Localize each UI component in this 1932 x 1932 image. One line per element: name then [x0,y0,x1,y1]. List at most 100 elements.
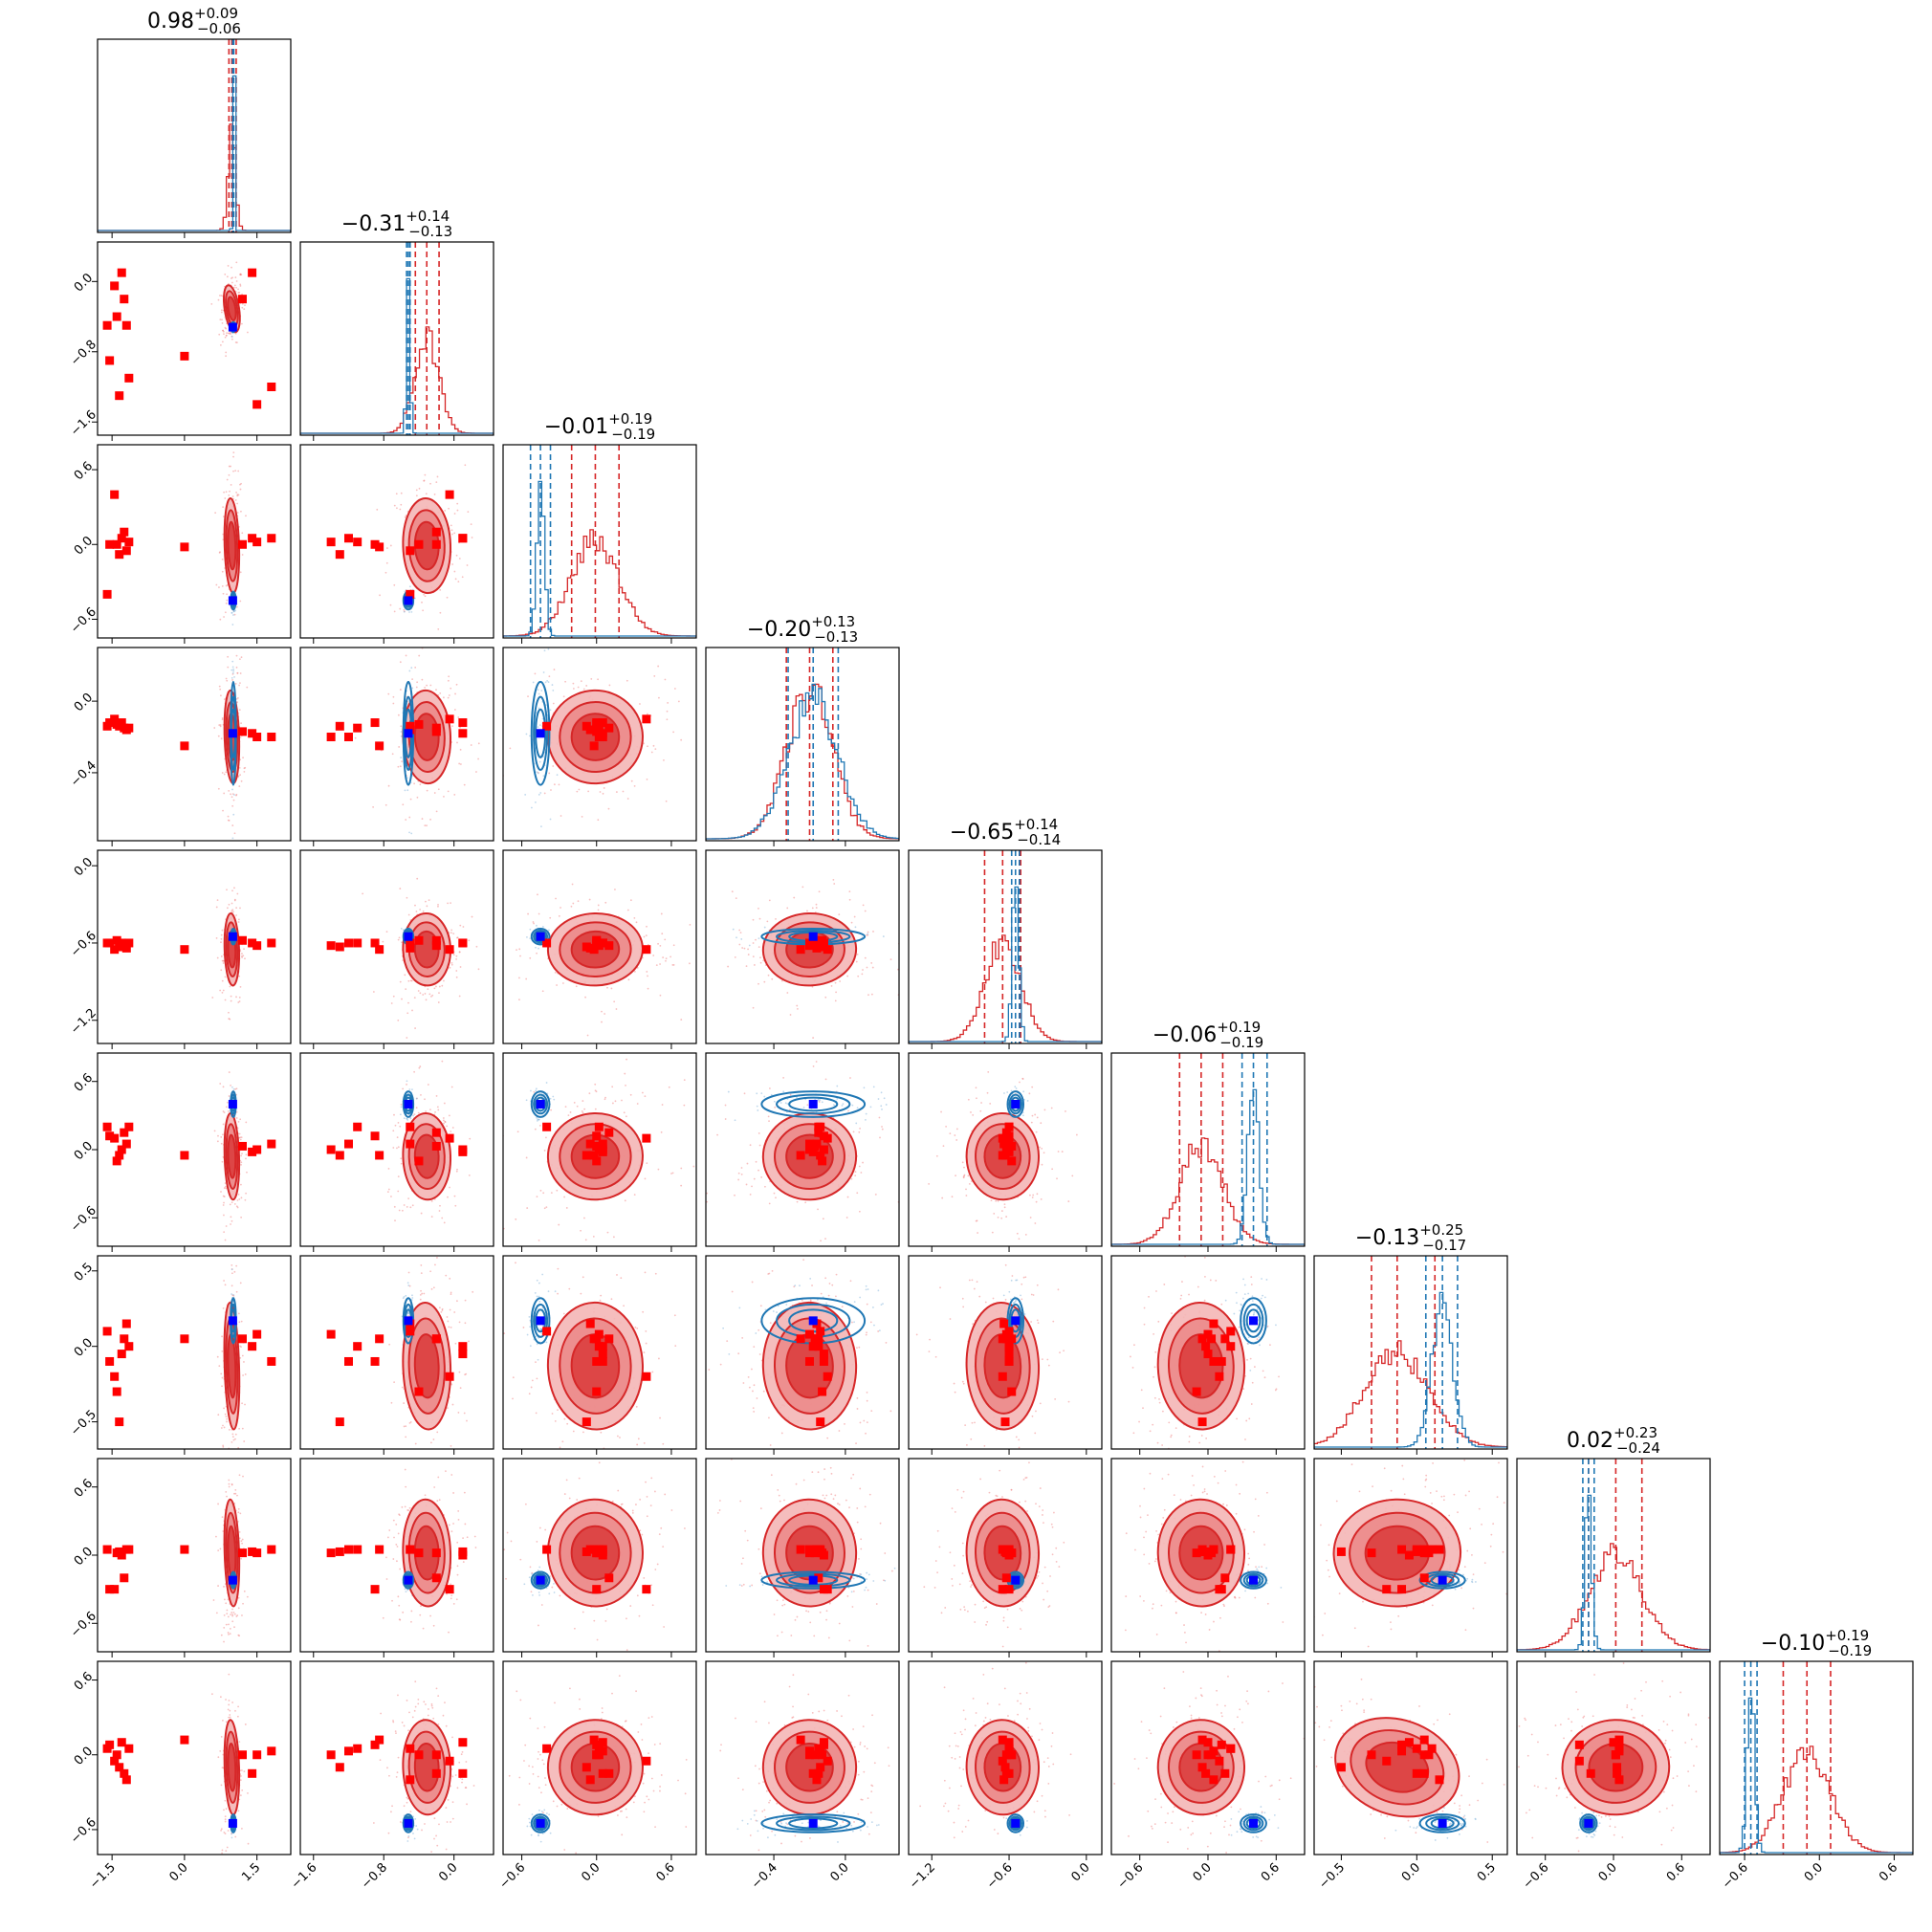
sample-point-red [245,515,247,517]
sample-point-red [453,570,456,573]
marker-square-red [353,723,362,733]
sample-point-red [818,1101,821,1103]
sample-point-red [755,1160,757,1163]
sample-point-red [407,1235,409,1237]
sample-point-red [601,1010,603,1013]
sample-point-red [239,907,241,910]
sample-point-red [224,326,227,329]
sample-point-blue [535,801,537,803]
sample-point-red [848,890,851,893]
sample-point-blue [409,1117,412,1120]
sample-point-red [975,1219,977,1222]
sample-point-red [245,1192,248,1195]
sample-point-red [240,1161,243,1164]
sample-point-red [393,504,396,507]
sample-point-red [569,1111,572,1113]
sample-point-red [219,724,222,726]
sample-point-red [442,1117,445,1119]
marker-square-red [335,1151,344,1160]
sample-point-red [697,1176,699,1178]
sample-point-red [393,1113,395,1116]
sample-point-red [239,1282,242,1284]
sample-point-red [432,1286,435,1289]
sample-point-red [231,1433,234,1436]
sample-point-red [354,736,357,739]
sample-point-red [438,1306,441,1309]
sample-point-red [615,1008,618,1010]
sample-point-blue [841,1104,844,1107]
sample-point-red [226,1247,228,1249]
sample-point-red [571,883,574,886]
sample-point-red [397,938,400,941]
sample-point-red [477,757,479,760]
sample-point-red [459,763,462,765]
truth-marker [228,322,237,332]
contour-red-level-2 [227,520,237,571]
contour-blue-level-2 [1010,1096,1021,1112]
sample-point-red [234,276,237,278]
panel-frame [908,849,1103,1044]
sample-point-red [230,1216,232,1218]
sample-point-red [659,963,661,965]
panel-3-3: −0.20+0.13 −0.13 [705,613,900,846]
sample-point-red [600,1294,603,1297]
sample-point-blue [535,1089,538,1092]
sample-point-red [219,618,222,621]
marker-square-red [120,1128,129,1137]
marker-square-red [431,1128,441,1137]
sample-point-red [955,1128,958,1131]
sample-point-red [399,607,402,610]
sample-point-blue [542,775,545,778]
sample-point-red [614,1100,617,1103]
marker-square-red [124,1342,134,1351]
panel-content [706,1061,899,1242]
marker-square-red [353,1342,362,1351]
sample-point-red [222,1444,225,1447]
y-tick-label-1-0: −1.6 [68,407,99,439]
sample-point-red [715,1210,717,1212]
sample-point-red [242,1374,245,1376]
contour-blue-level-2 [535,708,547,758]
sample-point-red [387,692,390,695]
panel-content [102,451,276,638]
contour-blue-level-1 [533,930,549,944]
sample-point-red [392,1147,395,1149]
sample-point-red [402,1087,405,1090]
marker-square-red [120,1334,129,1344]
sample-point-red [454,1204,457,1207]
sample-point-red [228,473,231,476]
sample-point-red [815,1061,818,1063]
sample-point-red [219,694,222,697]
sample-point-red [411,678,414,680]
sample-point-red [238,996,241,999]
sample-point-red [221,1350,224,1352]
sample-point-red [228,494,231,496]
sample-point-red [727,965,730,968]
sample-point-red [237,1473,239,1475]
sample-point-red [468,1174,471,1176]
sample-point-red [459,726,461,729]
sample-point-red [413,1070,416,1073]
sample-point-red [231,902,233,905]
sample-point-red [431,994,434,997]
marker-square-red [592,727,602,736]
sample-point-blue [231,624,234,626]
truth-marker [536,1099,545,1109]
sample-point-red [977,1232,979,1234]
sample-point-red [411,1009,413,1012]
marker-square-red [642,945,651,955]
sample-point-red [457,581,460,583]
sample-point-red [749,1144,752,1147]
sample-point-red [451,725,453,728]
marker-square-red [370,1131,380,1141]
marker-square-red [344,733,353,742]
marker-square-red [414,935,424,945]
sample-point-red [855,960,858,963]
sample-point-blue [531,806,533,809]
sample-point-red [759,961,762,964]
sample-point-red [447,1320,450,1323]
sample-point-red [752,1006,755,1009]
sample-point-red [538,1124,541,1127]
sample-point-red [372,805,375,808]
marker-square-red [105,356,115,365]
